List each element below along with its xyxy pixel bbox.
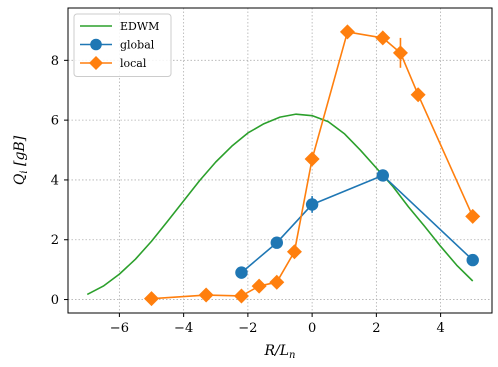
legend-label: local [120, 57, 147, 70]
x-tick-label: 0 [308, 321, 316, 336]
data-point [286, 244, 302, 260]
x-tick-label: 4 [436, 321, 444, 336]
legend: EDWM global local [73, 13, 172, 77]
y-tick-label: 4 [51, 173, 59, 188]
series-line [240, 174, 474, 274]
data-point [235, 266, 248, 279]
data-point [305, 198, 319, 211]
data-point [270, 236, 283, 249]
y-tick-label: 0 [51, 293, 59, 308]
y-tick-label: 8 [51, 54, 59, 69]
series-line [86, 113, 474, 296]
plot-frame [67, 7, 493, 314]
x-tick-label: −6 [110, 321, 129, 336]
legend-item: global [80, 39, 155, 52]
legend-swatch-marker [90, 38, 102, 51]
data-point [410, 87, 426, 103]
x-tick-label: −2 [238, 321, 257, 336]
x-tick-label: 2 [372, 321, 380, 336]
data-point [198, 287, 214, 303]
y-tick-label: 2 [51, 233, 59, 248]
ticks: −6 −4 −2 0 2 4 0 2 4 6 8 [51, 54, 445, 336]
legend-item: local [80, 56, 147, 70]
data-point [251, 278, 267, 294]
data-point [144, 291, 160, 307]
data-point [233, 288, 249, 304]
series-edwm [86, 113, 474, 296]
y-axis-label: Qi [gB] [12, 135, 30, 185]
series-layer [86, 24, 481, 307]
x-axis-label: R/Ln [263, 343, 295, 361]
legend-label: global [120, 39, 155, 52]
x-tick-label: −4 [174, 321, 193, 336]
legend-item: EDWM [80, 20, 159, 33]
legend-swatch-marker [89, 56, 103, 70]
data-point [269, 274, 285, 290]
data-point [465, 208, 481, 224]
y-tick-label: 6 [51, 114, 59, 129]
series-global [235, 169, 479, 279]
data-point [339, 24, 355, 40]
data-point [376, 169, 389, 182]
data-point [392, 45, 408, 61]
data-point [466, 253, 479, 267]
data-point [375, 30, 391, 46]
data-point [304, 151, 320, 167]
series-local [144, 24, 481, 307]
legend-label: EDWM [120, 20, 159, 33]
